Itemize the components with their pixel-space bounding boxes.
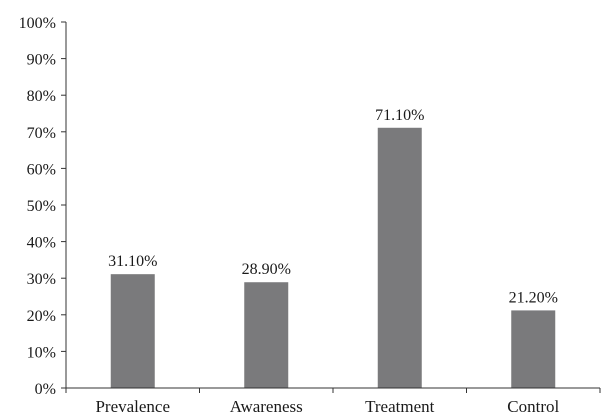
y-tick-label: 80% xyxy=(27,88,56,105)
y-tick-label: 10% xyxy=(27,344,56,361)
bar-treatment xyxy=(377,127,422,389)
x-axis: Prevalence Awareness Treatment Control xyxy=(65,387,601,415)
bars: 31.10% 28.90% 71.10% 21.20% xyxy=(108,107,558,389)
y-tick-label: 100% xyxy=(19,15,56,32)
data-label: 71.10% xyxy=(375,107,424,124)
y-tick-label: 60% xyxy=(27,161,56,178)
x-category-label: Treatment xyxy=(365,397,435,415)
y-tick-label: 20% xyxy=(27,308,56,325)
y-tick-label: 50% xyxy=(27,198,56,215)
bar-prevalence xyxy=(110,274,155,388)
bar-control xyxy=(511,310,556,388)
x-category-label: Awareness xyxy=(230,397,303,415)
x-category-label: Prevalence xyxy=(95,397,170,415)
y-tick-label: 70% xyxy=(27,125,56,142)
y-tick-label: 90% xyxy=(27,52,56,69)
y-axis: 0% 10% 20% 30% 40% 50% 60% 70% 80% 90% 100% xyxy=(19,15,67,398)
x-category-label: Control xyxy=(507,397,559,415)
data-label: 31.10% xyxy=(108,253,157,270)
data-label: 21.20% xyxy=(509,289,558,306)
y-tick-label: 40% xyxy=(27,235,56,252)
bar-awareness xyxy=(244,282,289,388)
data-label: 28.90% xyxy=(242,261,291,278)
y-tick-label: 30% xyxy=(27,271,56,288)
y-tick-label: 0% xyxy=(35,381,56,398)
